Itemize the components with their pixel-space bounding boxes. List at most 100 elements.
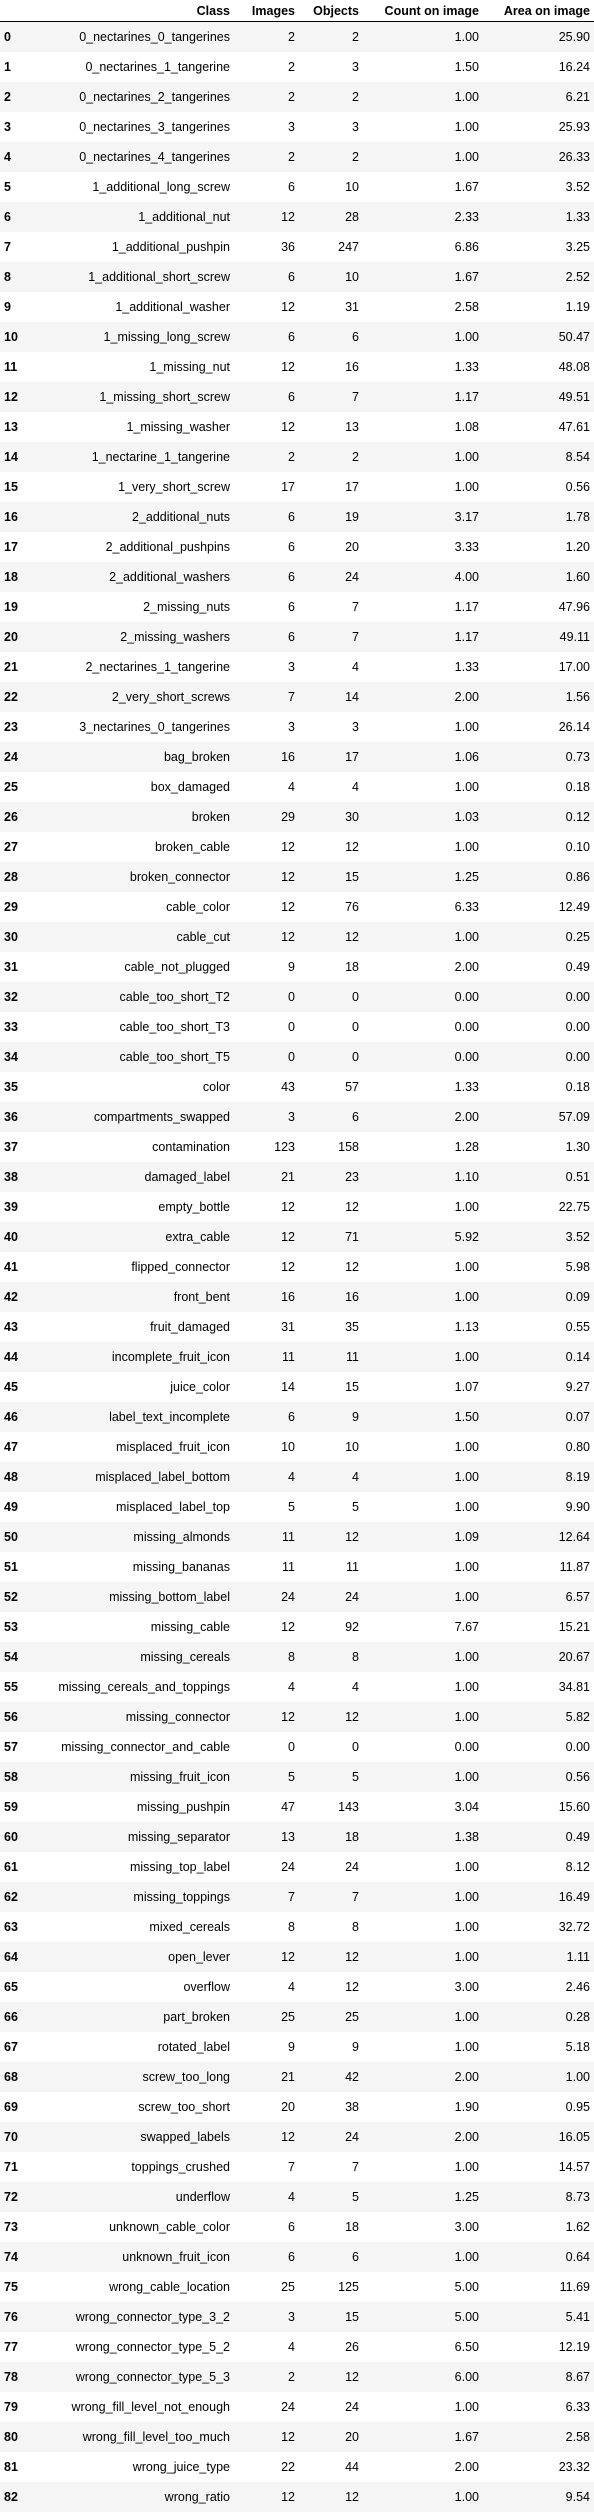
cell-area-on-image: 49.51 bbox=[558, 389, 590, 404]
cell-count-on-image: 0.00 bbox=[454, 1739, 479, 1754]
cell-count-on-image: 0.00 bbox=[454, 1049, 479, 1064]
cell-images: 12 bbox=[281, 1619, 295, 1634]
cell-objects: 125 bbox=[338, 2279, 359, 2294]
row-index: 1 bbox=[4, 59, 11, 74]
cell-images: 13 bbox=[281, 1829, 295, 1844]
cell-count-on-image: 1.50 bbox=[454, 1409, 479, 1424]
row-index: 48 bbox=[4, 1469, 18, 1484]
cell-count-on-image: 1.00 bbox=[454, 1439, 479, 1454]
row-index: 58 bbox=[4, 1769, 18, 1784]
cell-count-on-image: 1.67 bbox=[454, 2429, 479, 2444]
cell-images: 24 bbox=[281, 1859, 295, 1874]
cell-images: 3 bbox=[288, 1109, 295, 1124]
cell-images: 12 bbox=[281, 1709, 295, 1724]
cell-class: flipped_connector bbox=[131, 1259, 230, 1274]
cell-area-on-image: 11.69 bbox=[559, 2279, 590, 2294]
cell-class: 1_missing_nut bbox=[149, 359, 230, 374]
cell-images: 12 bbox=[281, 1229, 295, 1244]
cell-objects: 11 bbox=[346, 1349, 359, 1364]
table-row: 54 missing_cereals 8 8 1.00 20.67 bbox=[0, 1641, 594, 1672]
cell-class: 0_nectarines_3_tangerines bbox=[79, 119, 230, 134]
cell-class: missing_bottom_label bbox=[109, 1589, 230, 1604]
cell-class: wrong_fill_level_too_much bbox=[82, 2429, 230, 2444]
cell-count-on-image: 6.00 bbox=[454, 2369, 479, 2384]
cell-images: 3 bbox=[288, 2309, 295, 2324]
row-index: 34 bbox=[4, 1049, 18, 1064]
cell-count-on-image: 1.00 bbox=[454, 929, 479, 944]
cell-images: 6 bbox=[288, 329, 295, 344]
row-index: 10 bbox=[4, 329, 18, 344]
cell-class: bag_broken bbox=[163, 749, 230, 764]
cell-area-on-image: 16.24 bbox=[558, 59, 590, 74]
cell-area-on-image: 0.55 bbox=[565, 1319, 590, 1334]
cell-images: 12 bbox=[281, 209, 295, 224]
row-index: 8 bbox=[4, 269, 11, 284]
header-count-on-image: Count on image bbox=[363, 0, 483, 22]
table-row: 46 label_text_incomplete 6 9 1.50 0.07 bbox=[0, 1401, 594, 1432]
cell-area-on-image: 3.52 bbox=[565, 179, 590, 194]
cell-class: 0_nectarines_1_tangerine bbox=[85, 59, 230, 74]
table-row: 76 wrong_connector_type_3_2 3 15 5.00 5.41 bbox=[0, 2301, 594, 2332]
table-row: 21 2_nectarines_1_tangerine 3 4 1.33 17.00 bbox=[0, 651, 594, 682]
row-index: 47 bbox=[4, 1439, 18, 1454]
table-row: 44 incomplete_fruit_icon 11 11 1.00 0.14 bbox=[0, 1341, 594, 1372]
row-index: 6 bbox=[4, 209, 11, 224]
cell-area-on-image: 0.09 bbox=[565, 1289, 590, 1304]
row-index: 55 bbox=[4, 1679, 18, 1694]
table-row: 69 screw_too_short 20 38 1.90 0.95 bbox=[0, 2091, 594, 2122]
cell-class: wrong_connector_type_3_2 bbox=[75, 2309, 230, 2324]
table-row: 17 2_additional_pushpins 6 20 3.33 1.20 bbox=[0, 531, 594, 562]
table-row: 26 broken 29 30 1.03 0.12 bbox=[0, 801, 594, 832]
cell-objects: 6 bbox=[352, 2249, 359, 2264]
cell-objects: 13 bbox=[345, 419, 359, 434]
row-index: 16 bbox=[4, 509, 18, 524]
table-row: 1 0_nectarines_1_tangerine 2 3 1.50 16.24 bbox=[0, 51, 594, 82]
row-index: 64 bbox=[4, 1949, 18, 1964]
cell-images: 22 bbox=[281, 2459, 295, 2474]
table-row: 5 1_additional_long_screw 6 10 1.67 3.52 bbox=[0, 171, 594, 202]
row-index: 49 bbox=[4, 1499, 18, 1514]
table-row: 22 2_very_short_screws 7 14 2.00 1.56 bbox=[0, 681, 594, 712]
cell-objects: 28 bbox=[345, 209, 359, 224]
cell-images: 7 bbox=[288, 2159, 295, 2174]
cell-objects: 19 bbox=[345, 509, 359, 524]
cell-area-on-image: 0.00 bbox=[565, 1049, 590, 1064]
table-row: 31 cable_not_plugged 9 18 2.00 0.49 bbox=[0, 951, 594, 982]
cell-count-on-image: 1.10 bbox=[454, 1169, 479, 1184]
cell-area-on-image: 25.93 bbox=[558, 119, 590, 134]
cell-objects: 18 bbox=[345, 959, 359, 974]
table-row: 45 juice_color 14 15 1.07 9.27 bbox=[0, 1371, 594, 1402]
cell-objects: 12 bbox=[345, 2369, 359, 2384]
cell-class: 1_additional_pushpin bbox=[111, 239, 230, 254]
cell-objects: 0 bbox=[352, 1049, 359, 1064]
row-index: 71 bbox=[4, 2159, 18, 2174]
cell-area-on-image: 0.00 bbox=[565, 1739, 590, 1754]
cell-objects: 15 bbox=[345, 1379, 359, 1394]
row-index: 25 bbox=[4, 779, 18, 794]
cell-images: 7 bbox=[288, 1889, 295, 1904]
row-index: 2 bbox=[4, 89, 11, 104]
cell-count-on-image: 2.00 bbox=[454, 959, 479, 974]
table-row: 64 open_lever 12 12 1.00 1.11 bbox=[0, 1941, 594, 1972]
cell-objects: 158 bbox=[338, 1139, 359, 1154]
cell-objects: 24 bbox=[345, 2129, 359, 2144]
cell-class: swapped_labels bbox=[140, 2129, 230, 2144]
table-row: 79 wrong_fill_level_not_enough 24 24 1.00 6.3… bbox=[0, 2391, 594, 2422]
cell-objects: 24 bbox=[345, 1859, 359, 1874]
cell-objects: 12 bbox=[345, 1979, 359, 1994]
table-row: 52 missing_bottom_label 24 24 1.00 6.57 bbox=[0, 1581, 594, 1612]
cell-area-on-image: 20.67 bbox=[558, 1649, 590, 1664]
cell-objects: 26 bbox=[345, 2339, 359, 2354]
row-index: 72 bbox=[4, 2189, 18, 2204]
row-index: 3 bbox=[4, 119, 11, 134]
cell-area-on-image: 0.28 bbox=[565, 2009, 590, 2024]
cell-class: mixed_cereals bbox=[149, 1919, 230, 1934]
cell-class: cable_too_short_T5 bbox=[119, 1049, 231, 1064]
table-row: 81 wrong_juice_type 22 44 2.00 23.32 bbox=[0, 2451, 594, 2482]
cell-count-on-image: 2.33 bbox=[454, 209, 479, 224]
cell-objects: 23 bbox=[345, 1169, 359, 1184]
cell-objects: 18 bbox=[345, 1829, 359, 1844]
cell-class: cable_too_short_T2 bbox=[119, 989, 231, 1004]
table-row: 35 color 43 57 1.33 0.18 bbox=[0, 1071, 594, 1102]
table-row: 55 missing_cereals_and_toppings 4 4 1.00 34.8… bbox=[0, 1671, 594, 1702]
